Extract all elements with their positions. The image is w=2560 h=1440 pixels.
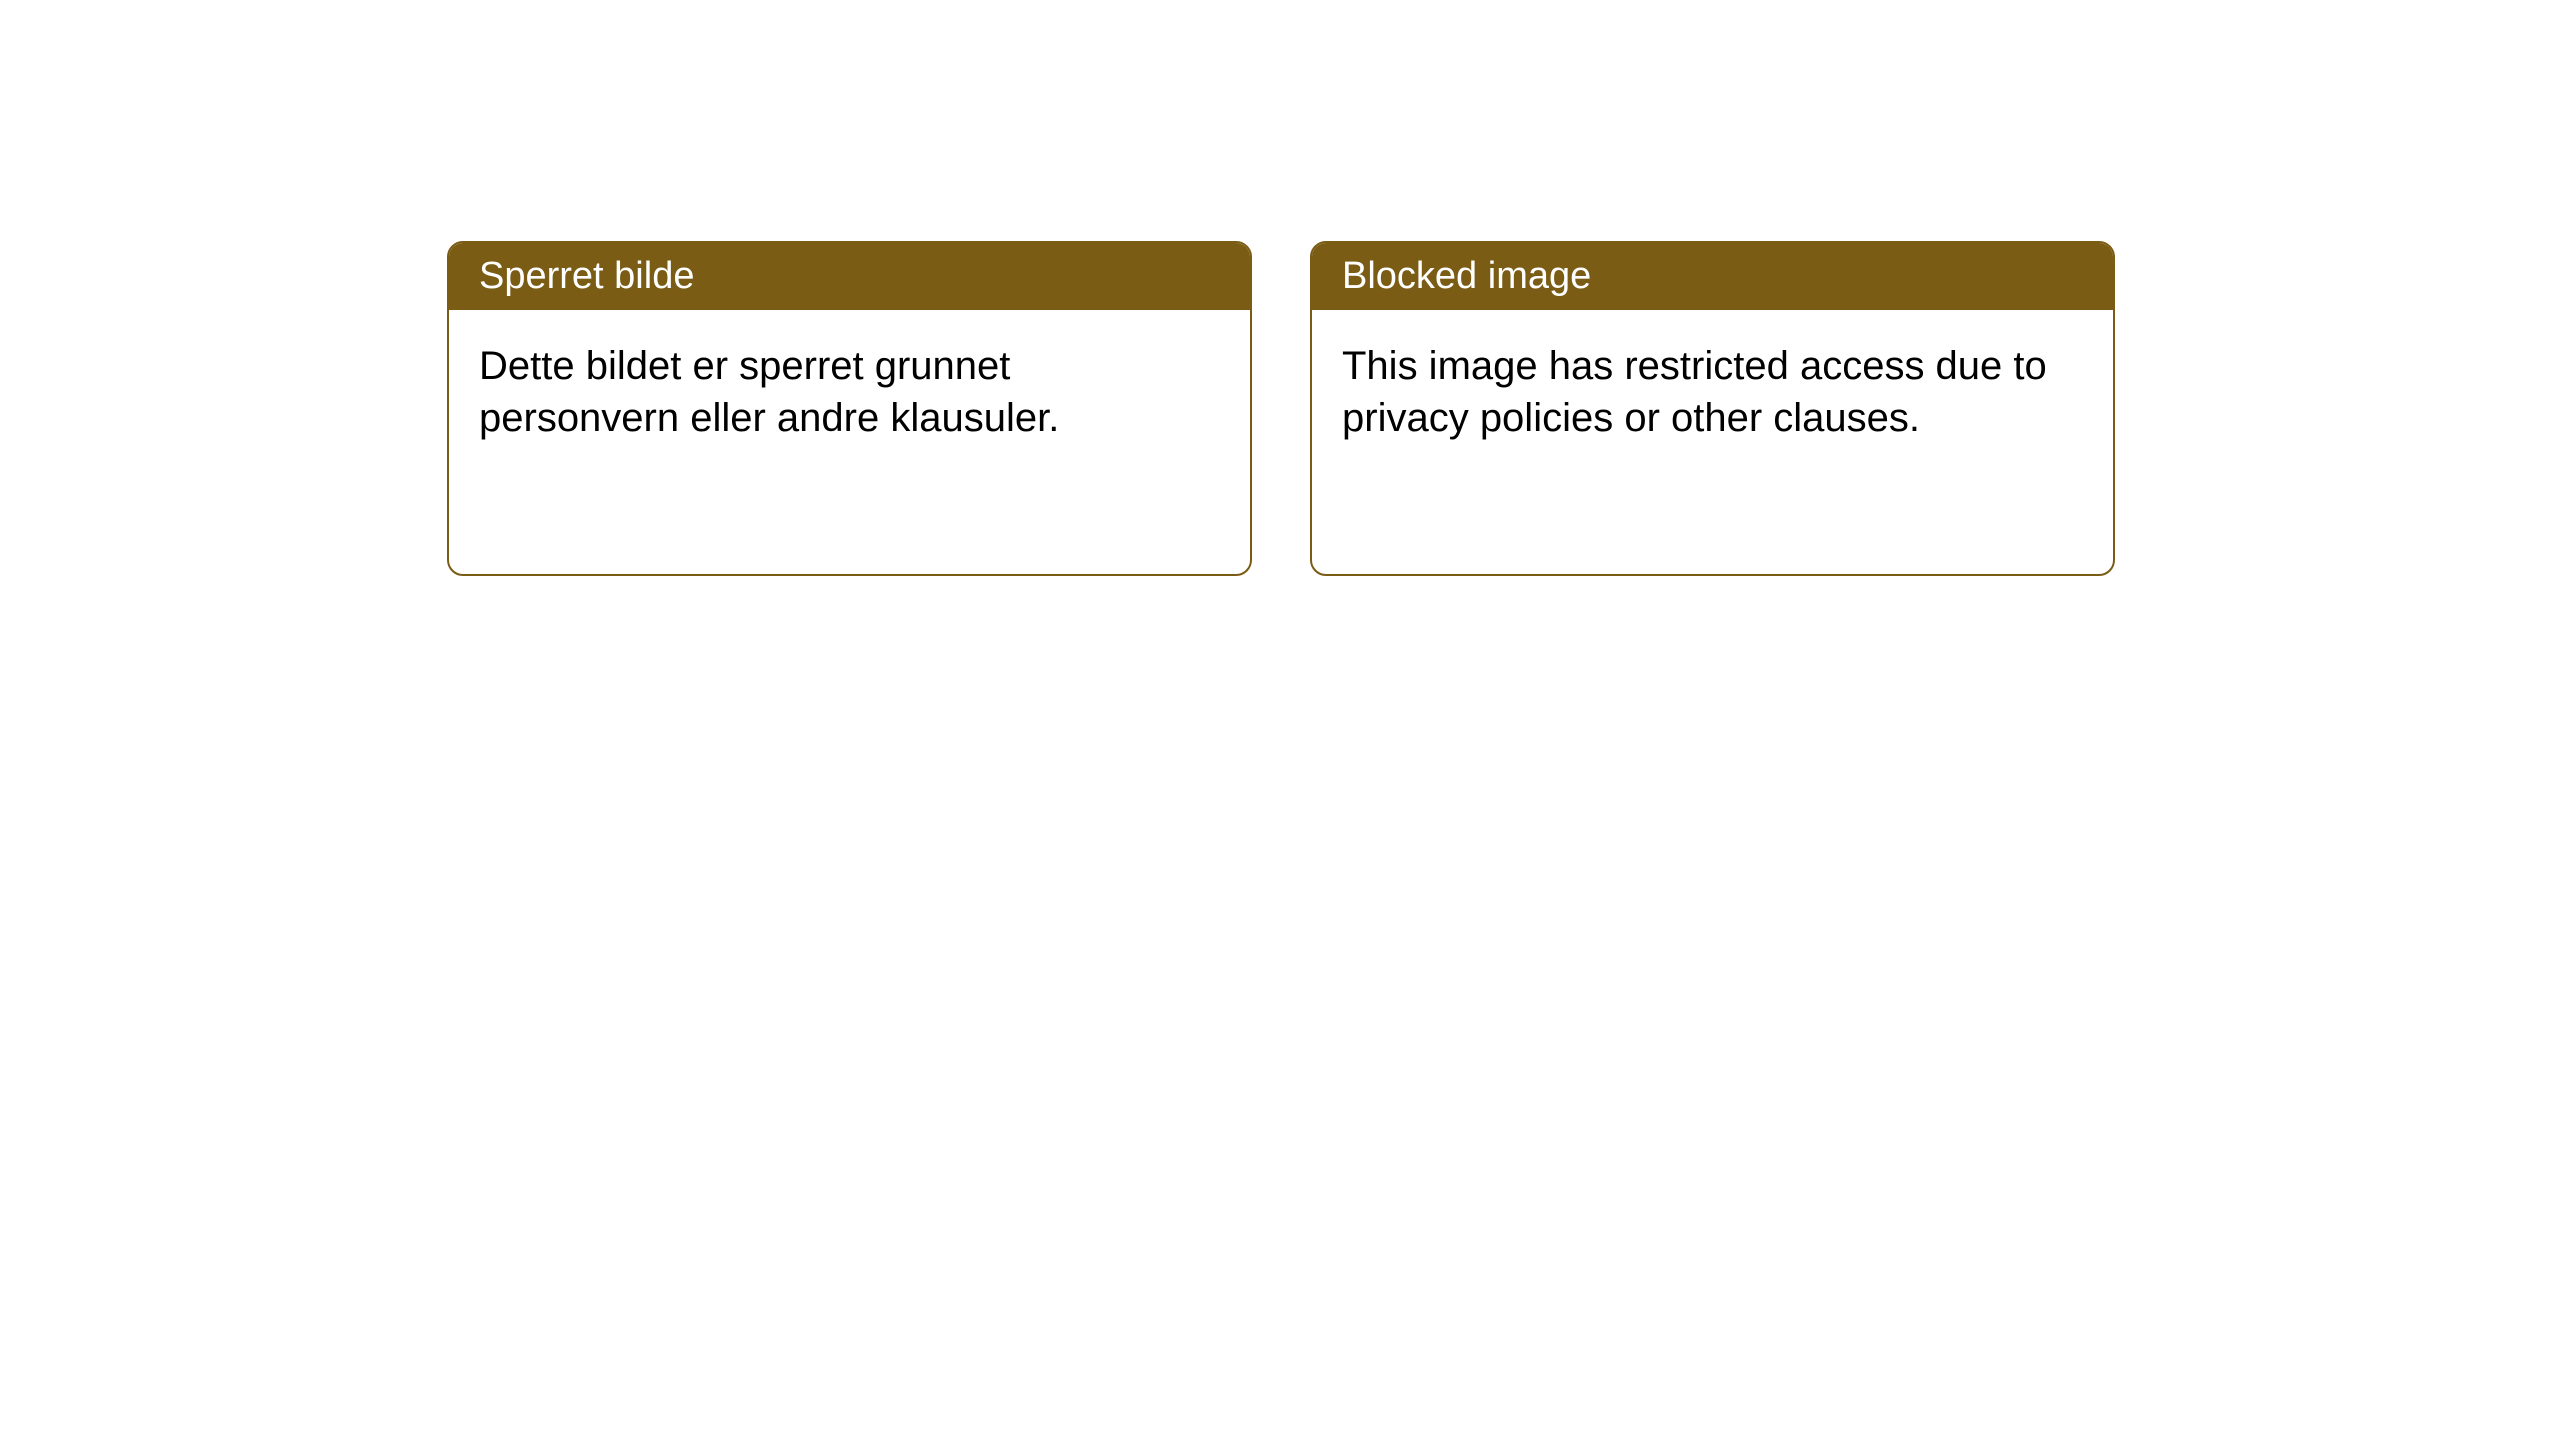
notice-card-norwegian: Sperret bilde Dette bildet er sperret gr…: [447, 241, 1252, 576]
card-title-english: Blocked image: [1342, 255, 1591, 297]
card-body-english: This image has restricted access due to …: [1312, 310, 2113, 474]
card-header-norwegian: Sperret bilde: [449, 243, 1250, 310]
card-header-english: Blocked image: [1312, 243, 2113, 310]
notice-cards-container: Sperret bilde Dette bildet er sperret gr…: [447, 241, 2115, 576]
card-title-norwegian: Sperret bilde: [479, 255, 694, 297]
card-body-norwegian: Dette bildet er sperret grunnet personve…: [449, 310, 1250, 474]
card-text-english: This image has restricted access due to …: [1342, 344, 2047, 440]
notice-card-english: Blocked image This image has restricted …: [1310, 241, 2115, 576]
card-text-norwegian: Dette bildet er sperret grunnet personve…: [479, 344, 1059, 440]
